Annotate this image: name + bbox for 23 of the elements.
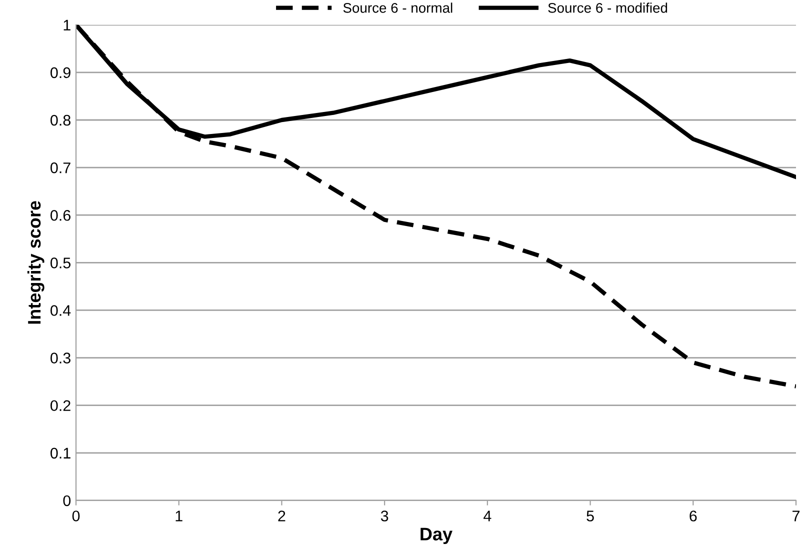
y-tick-label: 0.5: [50, 258, 70, 268]
legend-label: Source 6 - modified: [548, 2, 668, 13]
x-tick-label: 6: [690, 510, 697, 522]
y-tick-label: 0.3: [50, 352, 70, 364]
y-tick-label: 0.8: [50, 114, 70, 126]
y-tick-label: 0.4: [50, 305, 71, 316]
x-tick-label: 0: [72, 510, 80, 522]
y-tick-label: 0.7: [50, 162, 70, 174]
x-tick-label: 1: [176, 510, 182, 522]
y-axis-title: Integrity score: [27, 201, 44, 324]
y-tick-label: 0: [63, 495, 71, 506]
y-tick-label: 0.1: [50, 448, 70, 459]
x-axis-title: Day: [420, 528, 452, 544]
y-tick-label: 1: [64, 20, 70, 30]
x-tick-label: 4: [484, 510, 492, 522]
x-tick-label: 7: [792, 510, 800, 522]
x-tick-label: 5: [586, 510, 594, 522]
legend-label: Source 6 - normal: [343, 2, 452, 13]
x-tick-label: 2: [278, 510, 286, 522]
x-tick-label: 3: [380, 510, 388, 522]
y-tick-label: 0.6: [50, 210, 70, 221]
y-tick-label: 0.9: [50, 67, 70, 78]
y-tick-label: 0.2: [50, 400, 70, 412]
